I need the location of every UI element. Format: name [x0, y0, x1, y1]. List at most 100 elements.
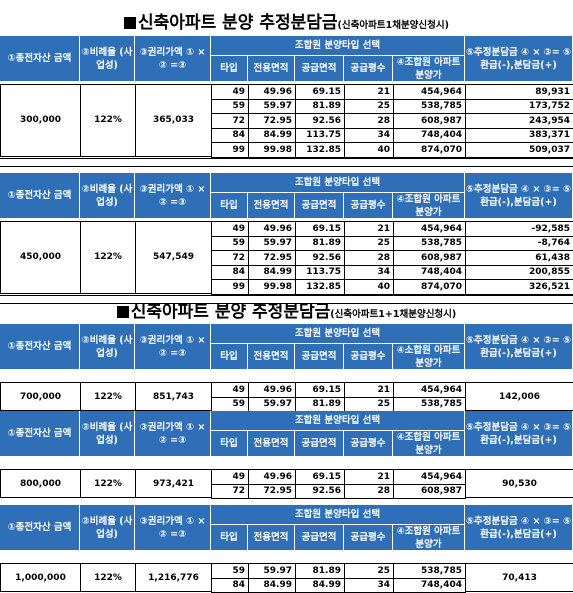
- cell-supply: 69.15: [295, 84, 345, 100]
- cell-ratio: 122%: [80, 382, 136, 411]
- header-rights: ③권리가액 ① × ② =③: [135, 324, 211, 370]
- header-rights: ③권리가액 ① × ② =③: [135, 411, 211, 457]
- header-ratio: ②비례율 (사업성): [80, 36, 135, 82]
- cell-supply: 81.89: [295, 397, 345, 413]
- cell-type: 59: [211, 397, 249, 413]
- cell-pyeong: 28: [344, 250, 394, 266]
- header-price: ④조합원 아파트분양가: [393, 56, 465, 82]
- cell-excl: 59.97: [248, 563, 296, 579]
- header-supply: 공급면적: [295, 344, 344, 370]
- cell-supply: 132.85: [295, 279, 345, 295]
- cell-share: 509,037: [465, 142, 573, 158]
- title-sub: (신축아파트1+1채분양신청시): [330, 309, 456, 320]
- title-main: 신축아파트 분양 추정분담금: [138, 13, 338, 33]
- cell-price: 454,964: [393, 84, 466, 100]
- cell-pyeong: 34: [344, 265, 394, 281]
- cell-excl: 72.95: [248, 484, 296, 500]
- header-pyeong: 공급평수: [344, 56, 393, 82]
- header-group: 조합원 분양타입 선택: [211, 36, 465, 56]
- cell-ratio: 122%: [80, 469, 136, 498]
- cell-type: 99: [211, 142, 249, 158]
- cell-supply: 113.75: [295, 265, 345, 281]
- header-share: ⑤추정분담금 ④ × ③= ⑤ 환급(-),분담금(+): [465, 505, 573, 551]
- header-share: ⑤추정분담금 ④ × ③= ⑤ 환급(-),분담금(+): [465, 411, 573, 457]
- cell-excl: 99.98: [248, 279, 296, 295]
- cell-share: 243,954: [465, 113, 573, 129]
- cell-pyeong: 21: [344, 84, 394, 100]
- cell-supply: 69.15: [295, 382, 345, 398]
- cell-price: 538,785: [393, 99, 466, 115]
- cell-price: 454,964: [393, 382, 466, 398]
- header-rights: ③권리가액 ① × ② =③: [135, 36, 211, 82]
- cell-pyeong: 25: [344, 397, 394, 413]
- header-type: 타입: [211, 525, 248, 551]
- header-price: ④조합원 아파트분양가: [393, 193, 465, 219]
- header-type: 타입: [211, 431, 248, 457]
- cell-supply: 92.56: [295, 113, 345, 129]
- header-excl: 전용면적: [248, 56, 295, 82]
- cell-excl: 49.96: [248, 84, 296, 100]
- cell-excl: 72.95: [248, 113, 296, 129]
- cell-pyeong: 25: [344, 563, 394, 579]
- header-pyeong: 공급평수: [344, 431, 393, 457]
- header-excl: 전용면적: [248, 525, 295, 551]
- cell-excl: 99.98: [248, 142, 296, 158]
- cell-pyeong: 21: [344, 221, 394, 237]
- cell-share: 90,530: [465, 469, 573, 498]
- cell-price: 608,987: [393, 250, 466, 266]
- cell-type: 59: [211, 236, 249, 252]
- cell-share: 326,521: [465, 279, 573, 295]
- cell-supply: 92.56: [295, 250, 345, 266]
- cell-type: 72: [211, 250, 249, 266]
- cell-share: -92,585: [465, 221, 573, 237]
- header-supply: 공급면적: [295, 56, 344, 82]
- cell-type: 59: [211, 563, 249, 579]
- cell-rights: 851,743: [135, 382, 212, 411]
- cell-share: 89,931: [465, 84, 573, 100]
- header-type: 타입: [211, 344, 248, 370]
- header-excl: 전용면적: [248, 344, 295, 370]
- cell-pyeong: 21: [344, 469, 394, 485]
- cell-price: 874,070: [393, 279, 466, 295]
- cell-share: 200,855: [465, 265, 573, 281]
- cell-pyeong: 28: [344, 113, 394, 129]
- header-pyeong: 공급평수: [344, 525, 393, 551]
- cell-supply: 69.15: [295, 469, 345, 485]
- header-ratio: ②비례율 (사업성): [80, 173, 135, 219]
- header-excl: 전용면적: [248, 431, 295, 457]
- cell-price: 538,785: [393, 397, 466, 413]
- cell-share: -8,764: [465, 236, 573, 252]
- cell-price: 748,404: [393, 578, 466, 593]
- cell-price: 538,785: [393, 236, 466, 252]
- cell-pyeong: 34: [344, 578, 394, 593]
- cell-asset: 700,000: [0, 382, 81, 411]
- header-ratio: ②비례율 (사업성): [80, 505, 135, 551]
- cell-asset: 800,000: [0, 469, 81, 498]
- cell-share: 142,006: [465, 382, 573, 411]
- header-asset: ①종전자산 금액: [0, 411, 80, 457]
- cell-excl: 84.99: [248, 578, 296, 593]
- cell-supply: 81.89: [295, 236, 345, 252]
- header-pyeong: 공급평수: [344, 193, 393, 219]
- cell-price: 454,964: [393, 469, 466, 485]
- header-price: ④조합원 아파트분양가: [393, 431, 465, 457]
- header-type: 타입: [211, 193, 248, 219]
- cell-excl: 72.95: [248, 250, 296, 266]
- title-main: 신축아파트 분양 추정분담금: [131, 302, 331, 322]
- cell-excl: 49.96: [248, 382, 296, 398]
- spacer-row: [0, 295, 573, 304]
- cell-type: 49: [211, 382, 249, 398]
- header-asset: ①종전자산 금액: [0, 36, 80, 82]
- cell-supply: 92.56: [295, 484, 345, 500]
- cell-rights: 973,421: [135, 469, 212, 498]
- header-ratio: ②비례율 (사업성): [80, 324, 135, 370]
- cell-type: 49: [211, 469, 249, 485]
- cell-excl: 59.97: [248, 99, 296, 115]
- header-group: 조합원 분양타입 선택: [211, 173, 465, 193]
